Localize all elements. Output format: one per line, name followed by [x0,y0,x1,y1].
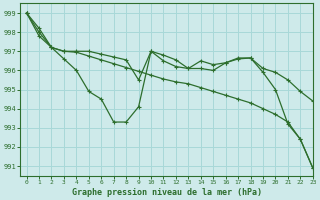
X-axis label: Graphe pression niveau de la mer (hPa): Graphe pression niveau de la mer (hPa) [72,188,261,197]
